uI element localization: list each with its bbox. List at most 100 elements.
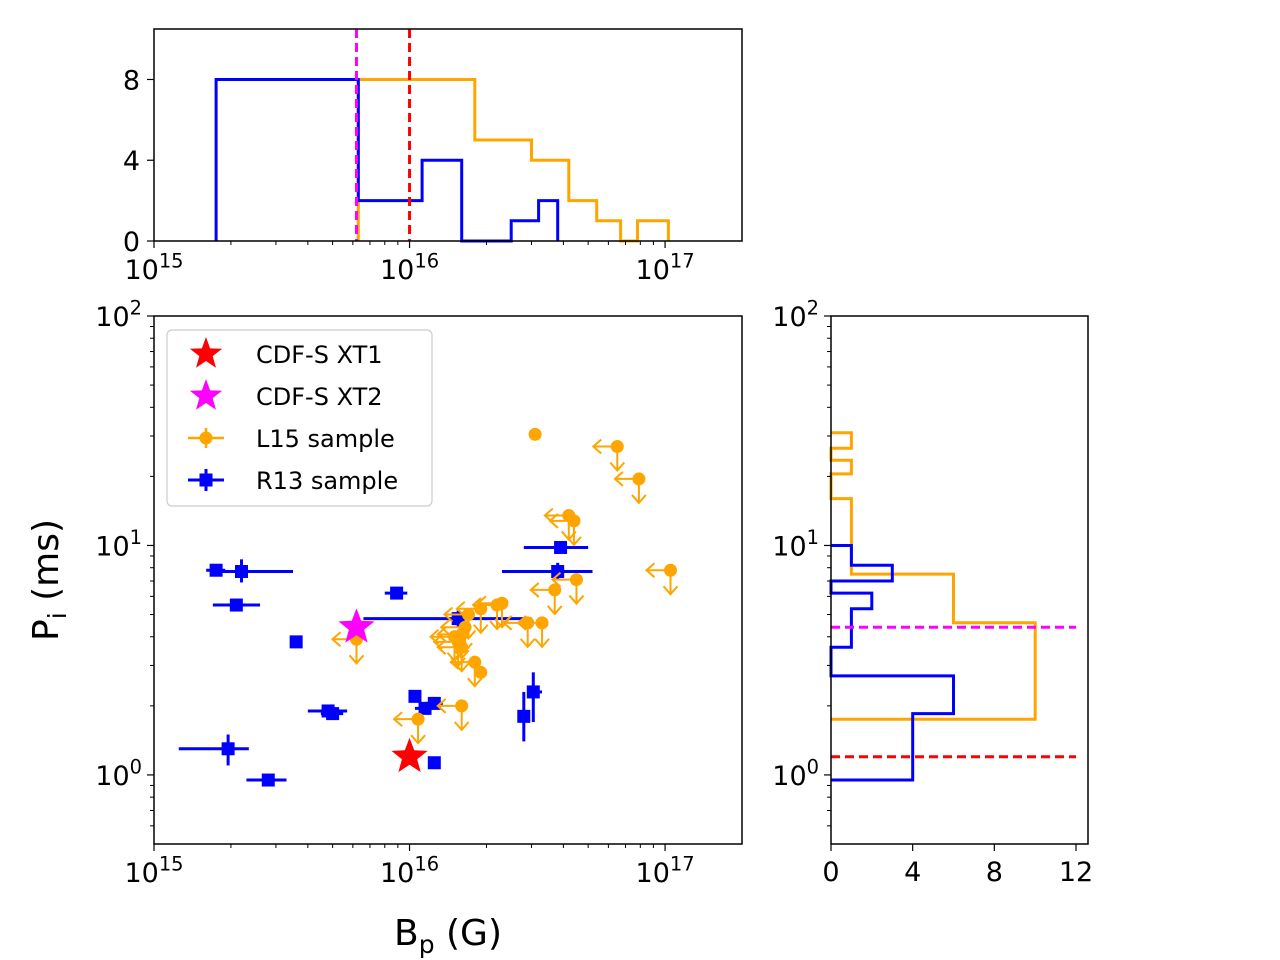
l15-y-limit-arrow (631, 494, 647, 505)
y-label-main: P (26, 619, 67, 641)
l15-x-limit-arrow (439, 619, 450, 636)
r13-marker (235, 565, 249, 579)
l15-y-limit-arrow (489, 620, 505, 631)
right-plot-frame (830, 315, 1089, 845)
l15-marker (610, 439, 624, 453)
r13-point (501, 562, 593, 580)
top-plot-frame (153, 28, 743, 242)
right-y-tick-label-exp: 0 (807, 756, 819, 779)
l15-marker (528, 427, 542, 441)
right-y-tick-label-base: 10 (772, 302, 806, 333)
l15-y-limit-arrow (662, 585, 679, 596)
r13-point (178, 734, 249, 766)
l15-y-limit-arrow (348, 654, 365, 665)
l15-y-limit-arrow (566, 536, 582, 547)
right-x-tick-label: 0 (822, 857, 839, 888)
main-y-axis-label: Pi (ms) (26, 519, 72, 641)
l15-marker (455, 699, 469, 713)
l15-y-limit-arrow (453, 721, 470, 732)
r13-marker (229, 598, 243, 612)
main-x-tick-label: 1016 (380, 853, 439, 889)
main-y-tick-label-base: 10 (95, 302, 129, 333)
r13-marker (326, 707, 340, 721)
r13-point (427, 756, 441, 770)
l15-x-limit-arrow (548, 513, 559, 529)
main-y-axis-label-group: Pi (ms) (26, 519, 72, 641)
r13-point (526, 672, 543, 723)
l15-x-limit-arrow (591, 438, 602, 455)
l15-marker (461, 608, 475, 622)
l15-x-limit-arrow (502, 615, 513, 631)
r13-marker (551, 565, 565, 579)
l15-point (392, 711, 426, 745)
right-x-tick-label: 12 (1059, 857, 1093, 888)
main-y-tick-label: 101 (95, 526, 142, 562)
top-y-tick-label: 0 (123, 227, 140, 258)
top-x-tick-label: 1016 (380, 250, 439, 286)
l15-point (529, 582, 563, 616)
l15-point (455, 600, 489, 635)
l15-marker (569, 573, 583, 587)
top-hist-l15-step (356, 78, 670, 243)
l15-x-limit-arrow (392, 711, 403, 727)
right-y-tick-label: 100 (772, 756, 819, 792)
l15-y-limit-arrow (410, 734, 426, 745)
l15-marker (632, 472, 646, 486)
l15-point (644, 562, 679, 596)
top-x-tick-label-base: 10 (636, 255, 670, 286)
main-y-tick-label-base: 10 (95, 531, 129, 562)
top-x-tick-label: 1017 (636, 250, 695, 286)
x-label-main: B (394, 913, 419, 954)
l15-y-limit-arrow (519, 638, 536, 649)
r13-point (384, 586, 408, 600)
l15-y-limit-arrow (546, 605, 563, 616)
r13-marker (390, 586, 404, 600)
r13-marker (427, 756, 441, 770)
l15-marker (474, 665, 488, 679)
r13-point (246, 773, 287, 787)
l15-marker (490, 598, 504, 612)
r13-point (523, 540, 589, 554)
xt1-star-marker (391, 737, 428, 773)
l15-point (474, 665, 488, 679)
main-y-tick-label: 102 (95, 297, 142, 333)
main-y-tick-label-exp: 0 (130, 756, 142, 779)
main-x-tick-label: 1015 (124, 853, 183, 889)
legend-star-marker (189, 337, 223, 368)
l15-marker (663, 563, 677, 577)
r13-point (517, 691, 531, 742)
l15-point (528, 427, 542, 441)
legend-box (166, 329, 433, 507)
l15-y-limit-arrow (467, 677, 483, 688)
legend-label: CDF-S XT1 (256, 341, 383, 369)
l15-x-limit-arrow (436, 626, 447, 643)
l15-marker (548, 583, 562, 597)
main-x-tick-label-base: 10 (636, 858, 670, 889)
x-label-unit: (G) (435, 913, 502, 954)
l15-marker (468, 655, 482, 669)
l15-x-limit-arrow (613, 471, 624, 487)
top-x-tick-label-exp: 15 (159, 250, 184, 273)
main-y-tick-label: 100 (95, 756, 142, 792)
l15-marker (535, 616, 549, 630)
l15-x-limit-arrow (516, 615, 527, 631)
legend-label: L15 sample (256, 425, 395, 453)
top-x-tick-label-exp: 16 (414, 250, 439, 273)
top-x-tick-label-exp: 17 (670, 250, 695, 273)
main-x-tick-label-base: 10 (380, 858, 414, 889)
l15-y-limit-arrow (453, 662, 470, 673)
l15-point (613, 471, 647, 505)
r13-point (212, 598, 261, 612)
main-y-tick-label-base: 10 (95, 761, 129, 792)
l15-marker (411, 712, 425, 726)
r13-marker (209, 563, 223, 577)
l15-y-limit-arrow (534, 638, 550, 649)
l15-point (516, 615, 550, 649)
r13-point (408, 689, 422, 703)
right-x-tick-label: 8 (986, 857, 1003, 888)
l15-x-limit-arrow (436, 698, 447, 714)
l15-point (436, 639, 470, 673)
right-hist-r13-step (829, 544, 955, 782)
main-plot-frame (153, 315, 743, 845)
